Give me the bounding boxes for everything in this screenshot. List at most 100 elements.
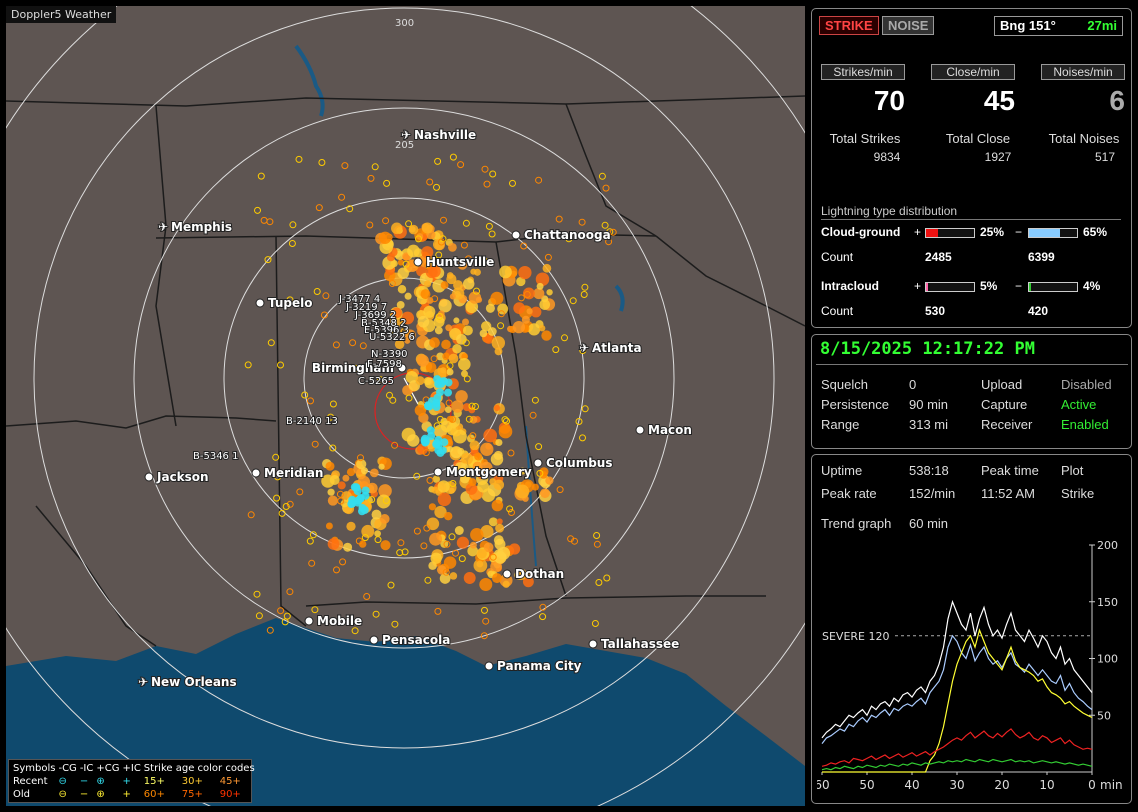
old-strike-marker: [382, 497, 390, 504]
old-strike-marker: [397, 539, 405, 547]
strike-marker: [457, 357, 471, 371]
lightning-map[interactable]: 300 205 ✈ Nashville ✈ Memphis Chattanooga Hunts…: [6, 6, 805, 806]
state-border: [305, 595, 766, 607]
city-pensacola: Pensacola: [369, 632, 451, 648]
city-birmingham: Birmingham: [311, 360, 407, 376]
upload-value[interactable]: Disabled: [1061, 377, 1112, 392]
strike-marker: [473, 268, 481, 276]
strike-marker: [494, 347, 503, 356]
strike-marker: [428, 503, 436, 511]
bearing-value: Bng 151°: [1000, 18, 1056, 33]
trend-series-2: [822, 628, 1093, 773]
cg-neg-count: 6399: [1028, 250, 1055, 264]
old-strike-marker: [606, 228, 614, 236]
recent-strike-marker: [353, 498, 362, 507]
old-strike-marker: [366, 221, 374, 229]
airport-icon: ✈: [401, 128, 411, 142]
storm-tag: C-5265: [358, 376, 394, 387]
old-strike-marker: [462, 339, 470, 347]
old-strike-marker: [423, 524, 431, 532]
old-pos-ic-icon: +: [122, 789, 131, 800]
ic-count-label: Count: [821, 304, 854, 318]
old-strike-marker: [556, 486, 564, 494]
old-strike-marker: [457, 161, 465, 169]
old-strike-marker: [374, 536, 382, 544]
old-strike-marker: [482, 617, 490, 625]
city-jackson: Jackson: [144, 469, 210, 485]
strike-marker: [446, 368, 454, 376]
old-strike-marker: [462, 219, 470, 227]
strike-layer: [244, 153, 617, 640]
strike-mode-button[interactable]: STRIKE: [819, 16, 879, 35]
old-strike-marker: [253, 590, 261, 598]
city-dot-icon: [502, 569, 512, 579]
old-strike-marker: [288, 240, 296, 247]
old-strike-marker: [368, 496, 376, 504]
city-dot-icon: [511, 230, 521, 240]
strike-marker: [546, 289, 553, 296]
legend-neg-ic: -IC: [79, 763, 94, 774]
city-panama-city: Panama City: [484, 658, 583, 674]
strike-marker: [457, 260, 468, 270]
strike-marker: [456, 333, 467, 345]
city-dot-icon: [144, 472, 154, 482]
x-tick-label: 10: [1039, 778, 1054, 792]
cg-neg-sign: −: [1015, 225, 1023, 239]
strike-marker: [423, 305, 436, 318]
old-strike-marker: [481, 165, 489, 173]
old-strike-marker: [481, 606, 488, 614]
strike-marker: [512, 320, 526, 334]
receiver-value[interactable]: Enabled: [1061, 417, 1109, 432]
strike-marker: [325, 522, 333, 530]
x-tick-label: 30: [949, 778, 964, 792]
old-strike-marker: [386, 391, 393, 399]
recent-strike-marker: [434, 440, 443, 449]
city-dot-icon: [397, 363, 407, 373]
state-border: [6, 415, 277, 429]
old-strike-marker: [329, 400, 337, 408]
old-strike-marker: [520, 242, 528, 250]
state-border: [35, 505, 157, 647]
total-noises-label: Total Noises: [1048, 131, 1120, 146]
trend-graph-value[interactable]: 60 min: [909, 516, 949, 531]
old-strike-marker: [257, 172, 265, 180]
range-ring: [133, 107, 675, 649]
strike-marker: [541, 330, 552, 341]
recent-strike-marker: [360, 506, 369, 514]
uptime-label: Uptime: [821, 463, 863, 478]
app-title: Doppler5 Weather: [6, 6, 117, 23]
strike-marker: [379, 514, 390, 524]
old-strike-marker: [449, 480, 457, 487]
city-dot-icon: [635, 425, 645, 435]
strike-marker: [444, 512, 453, 521]
strike-marker: [480, 442, 494, 456]
strike-marker: [491, 336, 506, 350]
city-tupelo: Tupelo: [255, 295, 314, 311]
capture-value[interactable]: Active: [1061, 397, 1097, 412]
trend-series-1: [821, 634, 1093, 744]
total-strikes-label: Total Strikes: [829, 131, 901, 146]
old-strike-marker: [561, 334, 568, 342]
old-strike-marker: [436, 415, 444, 423]
age-75: 75+: [181, 789, 203, 800]
intracloud-label: Intracloud: [821, 279, 880, 293]
close-rate: 45: [983, 85, 1015, 116]
strike-marker: [527, 323, 541, 336]
strike-marker: [496, 518, 503, 525]
strike-marker: [423, 280, 432, 288]
old-strike-marker: [363, 593, 371, 600]
airport-icon: ✈: [158, 220, 168, 234]
recent-strike-marker: [436, 448, 445, 457]
cg-pos-count: 2485: [925, 250, 952, 264]
strike-marker: [358, 540, 367, 548]
plot-value[interactable]: Strike: [1061, 486, 1095, 501]
noise-mode-button[interactable]: NOISE: [882, 16, 935, 35]
old-strike-marker: [581, 283, 589, 291]
y-tick-label: 50: [1097, 709, 1111, 722]
old-strike-marker: [483, 180, 491, 188]
old-pos-cg-icon: ⊕: [96, 789, 105, 800]
strike-marker: [356, 459, 367, 470]
strike-marker: [378, 484, 392, 498]
old-strike-marker: [489, 170, 497, 178]
